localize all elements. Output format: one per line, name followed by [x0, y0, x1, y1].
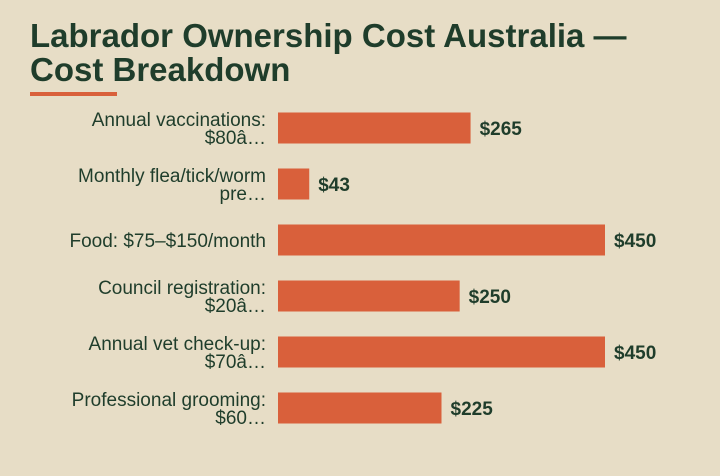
bar-1: [278, 168, 310, 200]
bar-2: [278, 224, 605, 256]
category-label-1: Monthly flea/tick/worm pre…: [78, 166, 266, 205]
category-label-line: Food: $75–$150/month: [70, 231, 267, 252]
bar-value-label-1: $43: [318, 175, 350, 196]
bar-value-label-0: $265: [480, 119, 523, 140]
bar-0: [278, 112, 471, 144]
category-label-3: Council registration: $20â…: [98, 278, 266, 317]
category-label-line: Monthly flea/tick/worm: [78, 166, 266, 187]
category-label-5: Professional grooming: $60…: [72, 390, 266, 429]
category-label-line: $70â…: [205, 352, 266, 373]
title-underline: [30, 92, 117, 96]
category-label-2: Food: $75–$150/month: [70, 231, 267, 252]
category-label-line: $80â…: [205, 128, 266, 149]
bar-value-label-4: $450: [614, 343, 656, 364]
category-label-line: $60…: [215, 408, 266, 429]
category-label-line: $20â…: [205, 296, 266, 317]
bar-5: [278, 392, 442, 424]
category-label-line: Annual vaccinations:: [92, 110, 266, 131]
category-label-line: Professional grooming:: [72, 390, 266, 411]
chart-title: Labrador Ownership Cost Australia — Cost…: [30, 17, 627, 88]
bar-value-label-3: $250: [469, 287, 511, 308]
category-label-line: pre…: [220, 184, 266, 205]
category-label-line: Council registration:: [98, 278, 266, 299]
bar-value-label-2: $450: [614, 231, 656, 252]
bar-3: [278, 280, 460, 312]
bar-value-label-5: $225: [451, 399, 494, 420]
bar-4: [278, 336, 605, 368]
category-label-line: Annual vet check-up:: [89, 334, 266, 355]
category-label-4: Annual vet check-up: $70â…: [89, 334, 266, 373]
category-label-0: Annual vaccinations: $80â…: [92, 110, 266, 149]
